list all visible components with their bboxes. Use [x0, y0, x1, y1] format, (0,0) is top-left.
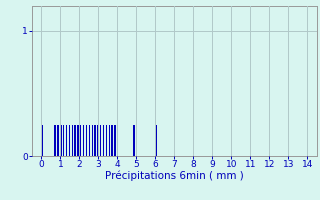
Bar [66, 125, 67, 156]
Bar [108, 125, 110, 156]
Bar [94, 125, 96, 156]
Bar [75, 125, 76, 156]
Bar [42, 125, 43, 156]
Bar [103, 125, 104, 156]
Bar [92, 125, 93, 156]
Bar [60, 125, 61, 156]
Bar [86, 125, 87, 156]
Bar [69, 125, 70, 156]
Bar [156, 125, 157, 156]
Bar [72, 125, 73, 156]
Bar [83, 125, 84, 156]
Bar [57, 125, 59, 156]
Bar [133, 125, 135, 156]
Bar [100, 125, 101, 156]
Bar [54, 125, 56, 156]
Bar [97, 125, 99, 156]
Bar [77, 125, 79, 156]
Bar [89, 125, 90, 156]
Bar [80, 125, 82, 156]
Bar [114, 125, 116, 156]
Bar [111, 125, 113, 156]
X-axis label: Précipitations 6min ( mm ): Précipitations 6min ( mm ) [105, 171, 244, 181]
Bar [63, 125, 64, 156]
Bar [117, 125, 118, 156]
Bar [106, 125, 107, 156]
